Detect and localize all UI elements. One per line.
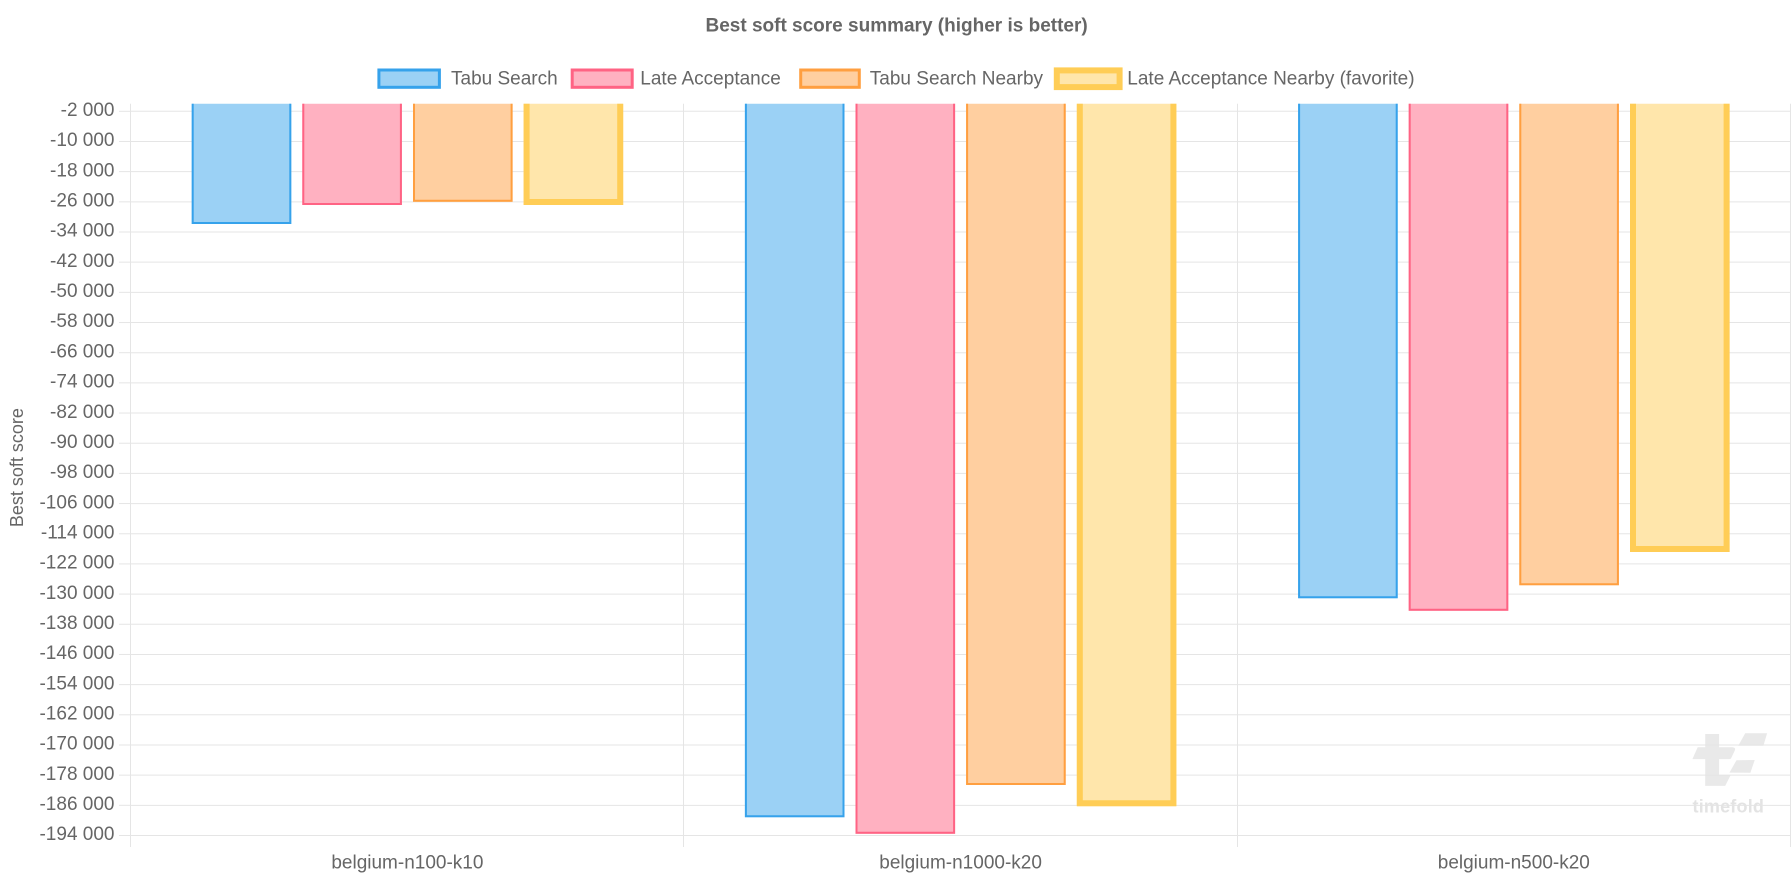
svg-text:belgium-n500-k20: belgium-n500-k20 (1438, 853, 1590, 874)
svg-text:-178 000: -178 000 (39, 764, 114, 785)
svg-text:-170 000: -170 000 (39, 734, 114, 755)
svg-text:-186 000: -186 000 (39, 794, 114, 815)
svg-text:-114 000: -114 000 (41, 522, 115, 543)
svg-text:belgium-n1000-k20: belgium-n1000-k20 (879, 853, 1042, 874)
svg-text:Best soft score: Best soft score (7, 408, 27, 527)
svg-text:-98 000: -98 000 (50, 462, 114, 483)
svg-text:-58 000: -58 000 (50, 311, 114, 332)
svg-text:Late Acceptance Nearby (favori: Late Acceptance Nearby (favorite) (1127, 68, 1414, 89)
svg-text:timefold: timefold (1693, 797, 1765, 817)
svg-text:belgium-n100-k10: belgium-n100-k10 (331, 853, 483, 874)
svg-text:-66 000: -66 000 (50, 341, 114, 362)
svg-text:-106 000: -106 000 (39, 492, 114, 513)
svg-text:-194 000: -194 000 (39, 824, 114, 845)
svg-text:-154 000: -154 000 (39, 673, 114, 694)
svg-text:-42 000: -42 000 (50, 251, 114, 272)
svg-text:-162 000: -162 000 (39, 704, 114, 725)
svg-text:-18 000: -18 000 (50, 160, 114, 181)
svg-text:Tabu Search Nearby: Tabu Search Nearby (870, 68, 1044, 89)
svg-text:-138 000: -138 000 (39, 613, 114, 634)
svg-text:-90 000: -90 000 (50, 432, 114, 453)
svg-text:-10 000: -10 000 (50, 130, 114, 151)
svg-text:Late Acceptance: Late Acceptance (640, 68, 781, 89)
svg-text:-146 000: -146 000 (39, 643, 114, 664)
svg-text:-130 000: -130 000 (39, 583, 114, 604)
svg-text:-122 000: -122 000 (39, 553, 114, 574)
svg-text:-26 000: -26 000 (50, 191, 114, 212)
svg-text:-50 000: -50 000 (50, 281, 114, 302)
svg-text:-34 000: -34 000 (50, 221, 114, 242)
svg-text:-2 000: -2 000 (61, 100, 115, 121)
svg-text:-82 000: -82 000 (50, 402, 114, 423)
svg-text:-74 000: -74 000 (50, 372, 114, 393)
svg-text:Best soft score summary (highe: Best soft score summary (higher is bette… (705, 16, 1087, 37)
svg-text:Tabu Search: Tabu Search (451, 68, 558, 89)
